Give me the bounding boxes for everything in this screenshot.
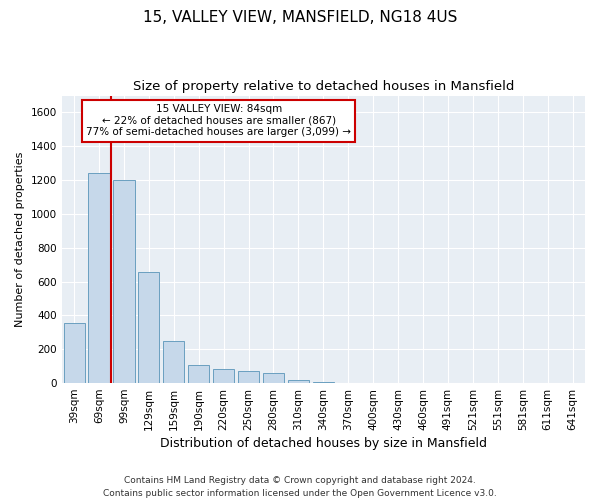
Bar: [213, 368, 234, 383]
Text: 15 VALLEY VIEW: 84sqm
← 22% of detached houses are smaller (867)
77% of semi-det: 15 VALLEY VIEW: 84sqm ← 22% of detached …: [86, 104, 351, 138]
Y-axis label: Number of detached properties: Number of detached properties: [15, 152, 25, 327]
Bar: [138, 272, 160, 383]
Title: Size of property relative to detached houses in Mansfield: Size of property relative to detached ho…: [133, 80, 514, 93]
Text: 15, VALLEY VIEW, MANSFIELD, NG18 4US: 15, VALLEY VIEW, MANSFIELD, NG18 4US: [143, 10, 457, 25]
Bar: [64, 323, 85, 383]
Bar: [238, 370, 259, 383]
Bar: [188, 365, 209, 383]
X-axis label: Distribution of detached houses by size in Mansfield: Distribution of detached houses by size …: [160, 437, 487, 450]
Text: Contains HM Land Registry data © Crown copyright and database right 2024.
Contai: Contains HM Land Registry data © Crown c…: [103, 476, 497, 498]
Bar: [288, 380, 309, 383]
Bar: [88, 172, 110, 383]
Bar: [113, 180, 134, 383]
Bar: [263, 374, 284, 383]
Bar: [163, 341, 184, 383]
Bar: [313, 382, 334, 383]
